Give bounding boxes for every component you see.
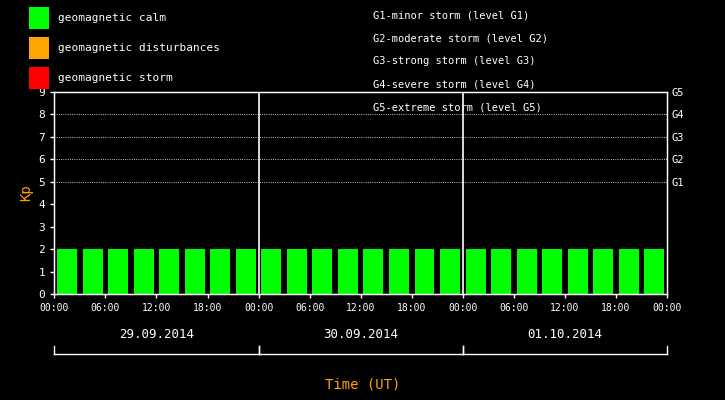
- Bar: [440, 249, 460, 294]
- Bar: [160, 249, 179, 294]
- Text: Time (UT): Time (UT): [325, 377, 400, 391]
- Bar: [312, 249, 332, 294]
- Bar: [133, 249, 154, 294]
- Text: 30.09.2014: 30.09.2014: [323, 328, 398, 340]
- Text: G3-strong storm (level G3): G3-strong storm (level G3): [373, 56, 536, 66]
- Text: geomagnetic calm: geomagnetic calm: [58, 13, 166, 23]
- Text: G4-severe storm (level G4): G4-severe storm (level G4): [373, 80, 536, 90]
- Bar: [645, 249, 664, 294]
- Bar: [287, 249, 307, 294]
- Text: G2-moderate storm (level G2): G2-moderate storm (level G2): [373, 33, 548, 43]
- Bar: [491, 249, 511, 294]
- Text: geomagnetic storm: geomagnetic storm: [58, 73, 173, 83]
- Text: G5-extreme storm (level G5): G5-extreme storm (level G5): [373, 103, 542, 113]
- Bar: [568, 249, 588, 294]
- Text: G1-minor storm (level G1): G1-minor storm (level G1): [373, 10, 530, 20]
- Text: geomagnetic disturbances: geomagnetic disturbances: [58, 43, 220, 53]
- Text: 29.09.2014: 29.09.2014: [119, 328, 194, 340]
- Bar: [210, 249, 231, 294]
- Bar: [236, 249, 256, 294]
- Bar: [83, 249, 103, 294]
- Bar: [363, 249, 384, 294]
- Bar: [517, 249, 536, 294]
- Bar: [185, 249, 204, 294]
- Bar: [593, 249, 613, 294]
- Bar: [262, 249, 281, 294]
- Bar: [415, 249, 434, 294]
- Bar: [542, 249, 562, 294]
- Y-axis label: Kp: Kp: [19, 185, 33, 201]
- Bar: [338, 249, 358, 294]
- Text: 01.10.2014: 01.10.2014: [527, 328, 602, 340]
- Bar: [57, 249, 77, 294]
- Bar: [108, 249, 128, 294]
- Bar: [618, 249, 639, 294]
- Bar: [465, 249, 486, 294]
- Bar: [389, 249, 409, 294]
